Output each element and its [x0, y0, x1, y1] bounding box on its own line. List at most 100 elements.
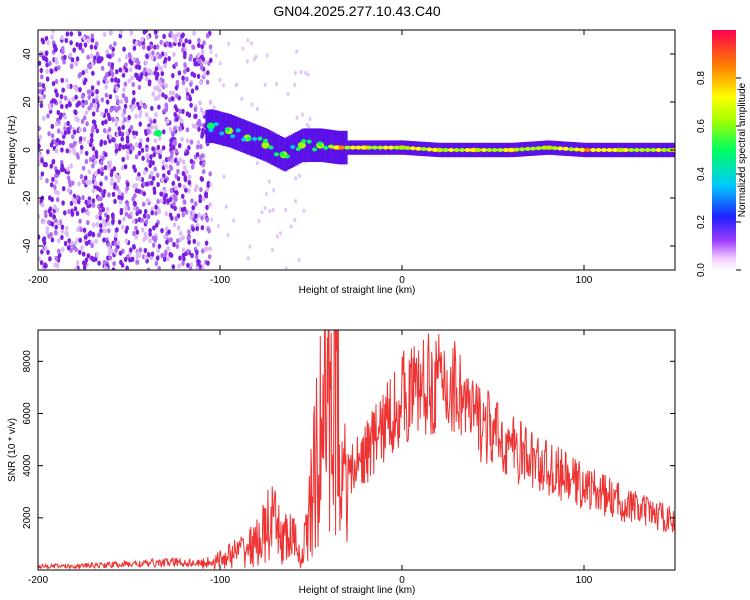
spectrogram-noise-point: [151, 175, 156, 181]
spectrogram-noise-point: [302, 208, 306, 214]
spectrogram-noise-point: [124, 238, 129, 244]
spectrogram-noise-point: [168, 127, 173, 133]
spectrogram-noise-point: [199, 107, 204, 113]
spectrogram-noise-point: [153, 30, 158, 35]
spectrogram-noise-point: [50, 221, 55, 227]
spectrogram-noise-point: [134, 142, 139, 148]
spectrogram-noise-point: [61, 87, 65, 93]
spectrogram-noise-point: [107, 61, 112, 67]
spectrogram-noise-point: [214, 53, 218, 58]
spectrogram-noise-point: [131, 81, 135, 88]
spectrogram-noise-point: [121, 144, 126, 150]
spectrogram-noise-point: [171, 33, 175, 39]
spectrogram-track-cell: [213, 122, 219, 127]
spectrogram-noise-point: [232, 218, 236, 223]
spectrogram-noise-point: [163, 178, 168, 184]
spectrogram-noise-point: [49, 163, 54, 169]
spectrogram-noise-point: [74, 266, 78, 270]
spectrogram-noise-point: [154, 34, 159, 40]
spectrogram-noise-point: [164, 163, 168, 169]
spectrogram-track-cell: [437, 148, 444, 152]
spectrogram-noise-point: [50, 237, 55, 243]
spectrogram-noise-point: [47, 131, 51, 137]
spectrogram-noise-point: [95, 252, 100, 258]
spectrogram-noise-point: [168, 196, 173, 202]
spectrogram-noise-point: [66, 245, 71, 251]
spectrogram-noise-point: [154, 124, 158, 131]
spectrogram-noise-point: [123, 116, 127, 123]
spectrogram-noise-point: [161, 159, 166, 165]
spectrogram-noise-point: [65, 103, 69, 109]
spectrogram-track-cell: [382, 145, 389, 150]
spectrogram-noise-point: [80, 118, 85, 124]
spectrogram-noise-point: [284, 207, 288, 213]
spectrogram-noise-point: [144, 60, 148, 66]
spectrogram-noise-point: [180, 118, 184, 124]
spectrogram-track-cell: [263, 138, 268, 143]
spectrogram-noise-point: [189, 262, 193, 268]
spectrogram-track-point: [206, 122, 215, 130]
spectrogram-noise-point: [160, 71, 165, 77]
spectrogram-track-cell: [252, 136, 258, 141]
spectrogram-noise-point: [95, 128, 100, 134]
spectrogram-noise-point: [47, 102, 52, 109]
spectrogram-track-cell: [590, 148, 597, 152]
spectrogram-noise-point: [199, 80, 203, 86]
spectrogram-noise-point: [199, 65, 204, 71]
spectrogram-noise-point: [289, 224, 293, 229]
colorbar-ticks: 0.0 0.2 0.4 0.6 0.8: [696, 71, 741, 277]
spectrogram-noise-point: [58, 99, 63, 105]
spectrogram-noise-point: [181, 260, 185, 266]
spectrogram-noise-point: [117, 194, 121, 200]
spectrogram-noise-point: [40, 171, 45, 177]
spectrogram-plot-area: [38, 30, 675, 270]
spectrogram-noise-point: [141, 227, 145, 233]
spectrogram-noise-point: [121, 112, 125, 118]
spectrogram-noise-point: [58, 114, 63, 120]
spectrogram-noise-point: [149, 70, 154, 76]
spectrogram-noise-point: [124, 54, 129, 60]
spectrogram-noise-point: [157, 265, 161, 270]
spectrogram-noise-point: [145, 53, 149, 60]
spectrogram-noise-point: [114, 173, 119, 179]
spectrogram-noise-point: [108, 160, 113, 166]
spectrogram-noise-point: [114, 143, 119, 149]
spectrogram-noise-point: [94, 238, 98, 244]
spectrogram-noise-point: [84, 150, 89, 156]
spectrogram-noise-point: [241, 46, 245, 51]
spectrogram-noise-point: [208, 171, 212, 177]
spectrogram-halo-cell: [257, 125, 261, 159]
spectrogram-noise-point: [212, 105, 216, 110]
spectrogram-noise-point: [84, 68, 89, 74]
spectrogram-noise-point: [91, 111, 96, 117]
spectrogram-track-cell: [426, 147, 433, 152]
spectrogram-noise-point: [180, 193, 185, 199]
spectrogram-ylabel: Frequency (Hz): [7, 116, 18, 185]
spectrogram-noise-point: [69, 83, 73, 89]
spectrogram-noise-point: [120, 224, 125, 230]
spectrogram-noise-point: [187, 235, 191, 241]
spectrogram-noise-point: [115, 185, 120, 191]
spectrogram-noise-point: [166, 245, 170, 251]
spectrogram-noise-point: [45, 226, 50, 232]
spectrogram-noise-point: [181, 247, 186, 253]
spectrogram-noise-point: [88, 89, 93, 95]
spectrogram-noise-point: [110, 71, 115, 78]
spectrogram-noise-point: [140, 217, 144, 223]
spectrogram-noise-point: [174, 148, 179, 154]
spectrogram-noise-point: [45, 62, 49, 68]
spectrogram-noise-point: [99, 223, 103, 229]
spectrogram-noise-point: [118, 131, 122, 137]
spectrogram-noise-point: [125, 130, 129, 136]
spectrogram-noise-point: [105, 49, 109, 55]
spectrogram-noise-point: [56, 238, 61, 244]
spectrogram-noise-point: [102, 259, 107, 266]
spectrogram-noise-point: [38, 60, 42, 66]
spectrogram-noise-point: [93, 55, 97, 61]
spectrogram-noise-point: [54, 224, 58, 230]
spectrogram-track-cell: [219, 131, 225, 136]
spectrogram-noise-point: [143, 247, 148, 254]
spectrogram-noise-point: [181, 42, 186, 48]
spectrogram-noise-point: [87, 94, 91, 100]
y-tick-label: 4000: [22, 454, 33, 477]
